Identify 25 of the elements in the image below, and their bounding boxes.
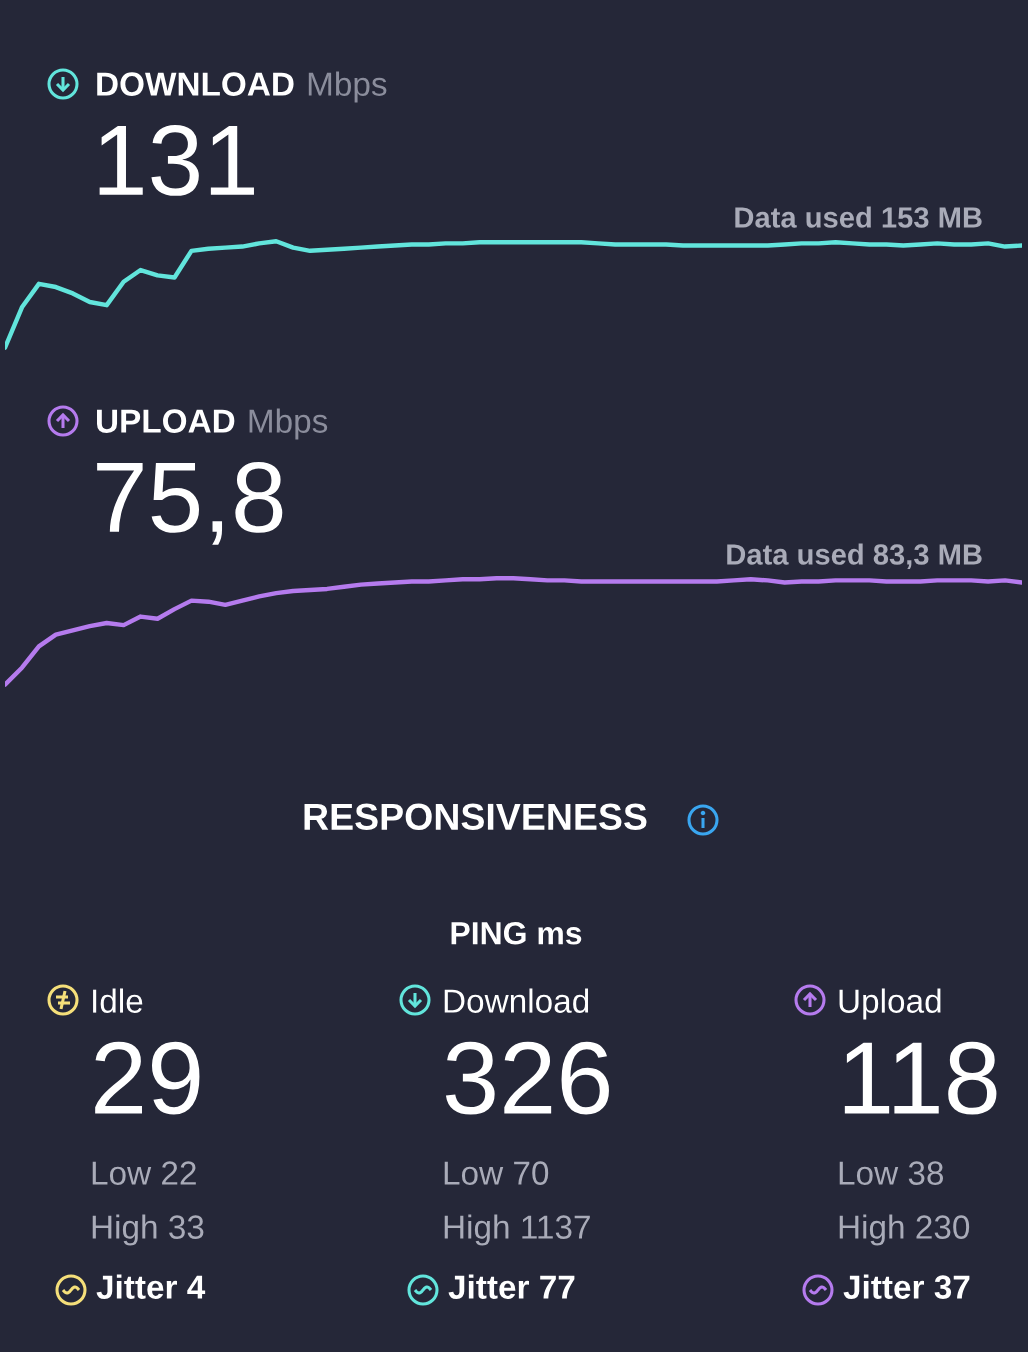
chart-title: DOWNLOAD (97, 72, 294, 96)
text: 326 (445, 1041, 609, 1115)
text: 131 (99, 125, 254, 196)
text: PING ms (451, 921, 582, 945)
text: High 230 (839, 1214, 970, 1246)
text: Idle (93, 988, 143, 1013)
chart-title: UPLOAD (97, 409, 235, 433)
text: Data used 153 MB (735, 206, 982, 228)
text: 29 (95, 1041, 200, 1115)
text: Jitter 37 (843, 1274, 970, 1299)
text: 118 (844, 1041, 997, 1115)
text: Download (444, 988, 589, 1013)
text: 75,8 (97, 462, 283, 545)
text: Upload (839, 988, 941, 1020)
text: Jitter 77 (448, 1274, 575, 1299)
text: Data used 83,3 MB (727, 543, 982, 570)
chart-subtitle: Mbps (308, 71, 387, 103)
text: Low 70 (444, 1161, 549, 1185)
text: High 33 (92, 1214, 204, 1246)
chart-subtitle: Mbps (249, 408, 328, 440)
text: Low 22 (92, 1161, 196, 1185)
text: Low 38 (839, 1161, 944, 1185)
text: Jitter 4 (96, 1274, 206, 1299)
text: RESPONSIVENESS (304, 803, 647, 831)
text: High 1137 (444, 1214, 590, 1246)
